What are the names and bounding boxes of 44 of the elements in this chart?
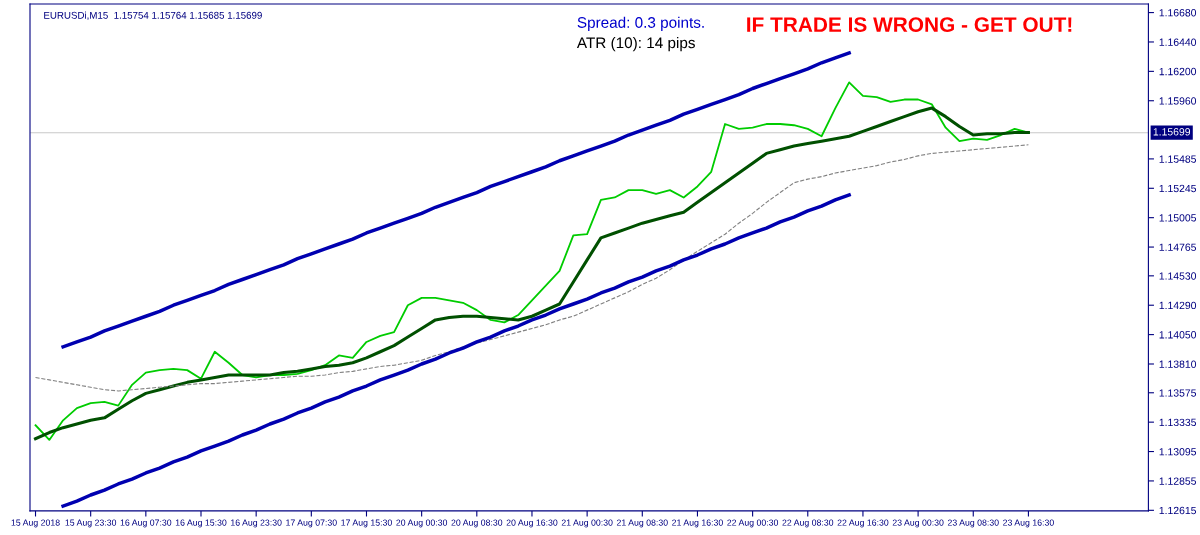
y-tick-label: 1.12855 — [1159, 477, 1197, 485]
y-tick-label: 1.15960 — [1159, 97, 1197, 105]
y-tick-label: 1.13335 — [1159, 418, 1197, 427]
x-tick-label: 22 Aug 08:30 — [782, 519, 834, 528]
y-tick-label: 1.12615 — [1159, 506, 1197, 515]
annotation: ATR (10): 14 pips — [576, 36, 695, 52]
y-tick-label: 1.16440 — [1159, 38, 1197, 46]
x-tick-label: 20 Aug 08:30 — [451, 519, 503, 528]
y-tick-label: 1.16200 — [1159, 67, 1197, 76]
y-tick-label: 1.14050 — [1159, 331, 1197, 339]
y-tick-label: 1.15485 — [1159, 155, 1197, 163]
x-tick-label: 17 Aug 07:30 — [286, 519, 337, 528]
x-tick-label: 15 Aug 2018 — [11, 519, 60, 528]
x-tick-label: 17 Aug 15:30 — [341, 519, 392, 528]
y-tick-label: 1.14530 — [1159, 272, 1197, 280]
y-tick-label: 1.15005 — [1159, 214, 1197, 222]
x-tick-label: 16 Aug 23:30 — [231, 519, 282, 528]
y-tick-label: 1.15245 — [1159, 184, 1197, 193]
y-tick-label: 1.14290 — [1159, 301, 1197, 310]
x-tick-label: 16 Aug 15:30 — [175, 519, 227, 528]
y-tick-label: 1.14765 — [1159, 243, 1197, 251]
y-tick-label: 1.13575 — [1159, 389, 1197, 397]
annotation: IF TRADE IS WRONG - GET OUT! — [747, 17, 1072, 32]
line-series — [34, 144, 1029, 392]
x-tick-label: 15 Aug 23:30 — [65, 519, 117, 528]
x-tick-label: 22 Aug 00:30 — [727, 519, 779, 528]
text: EURUSDi,M15 1.15754 1.15764 1.15685 1.15699 — [44, 11, 262, 20]
y-tick-label: 1.13095 — [1159, 448, 1197, 456]
x-tick-label: 23 Aug 08:30 — [947, 519, 999, 528]
x-tick-label: 23 Aug 16:30 — [1003, 519, 1054, 528]
x-tick-label: 21 Aug 16:30 — [672, 519, 723, 528]
x-tick-label: 16 Aug 07:30 — [120, 519, 172, 528]
x-tick-label: 20 Aug 00:30 — [396, 519, 448, 528]
x-tick-label: 21 Aug 00:30 — [561, 519, 613, 528]
x-tick-label: 21 Aug 08:30 — [616, 519, 668, 528]
x-tick-label: 22 Aug 16:30 — [837, 519, 889, 528]
x-tick-label: 23 Aug 00:30 — [892, 519, 944, 528]
y-tick-label: 1.16680 — [1159, 9, 1197, 17]
annotation: Spread: 0.3 points. — [577, 16, 704, 31]
line-series — [61, 51, 851, 349]
line-series — [61, 193, 851, 508]
y-tick-label: 1.13810 — [1159, 360, 1197, 368]
ref-line-label: 1.15699 — [1153, 128, 1191, 136]
x-tick-label: 20 Aug 16:30 — [506, 519, 558, 528]
